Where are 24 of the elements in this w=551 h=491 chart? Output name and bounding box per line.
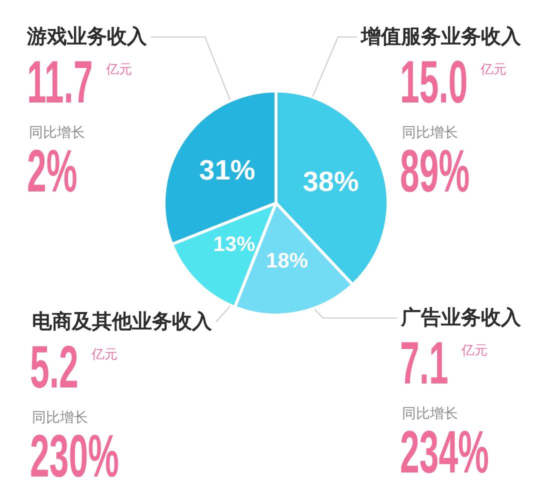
text: 234% [400, 420, 489, 486]
data-label: 38% [302, 166, 359, 197]
data-label: 18% [266, 249, 308, 272]
text: 亿元 [480, 62, 507, 76]
slice-label: 广告业务收入 [400, 306, 522, 329]
text: 11.7 [27, 50, 93, 116]
text: 同比增长 [29, 124, 85, 140]
text: 亿元 [460, 342, 488, 358]
text: 同比增长 [402, 405, 458, 421]
text: 89% [400, 138, 470, 206]
text: 5.2 [30, 334, 78, 402]
data-label: 31% [199, 154, 256, 186]
text: 亿元 [90, 346, 118, 362]
text: 同比增长 [402, 124, 458, 140]
slice-label: 增值服务业务收入 [360, 25, 522, 48]
slice-label: 电商及其他业务收入 [32, 310, 213, 333]
data-label: 13% [213, 233, 256, 256]
text: 7.1 [400, 330, 448, 398]
text: 2% [27, 138, 78, 206]
text: 15.0 [400, 50, 468, 116]
text: 亿元 [104, 62, 132, 76]
text: 同比增长 [32, 409, 88, 425]
text: 230% [30, 424, 119, 490]
slice-label: 游戏业务收入 [26, 25, 148, 48]
